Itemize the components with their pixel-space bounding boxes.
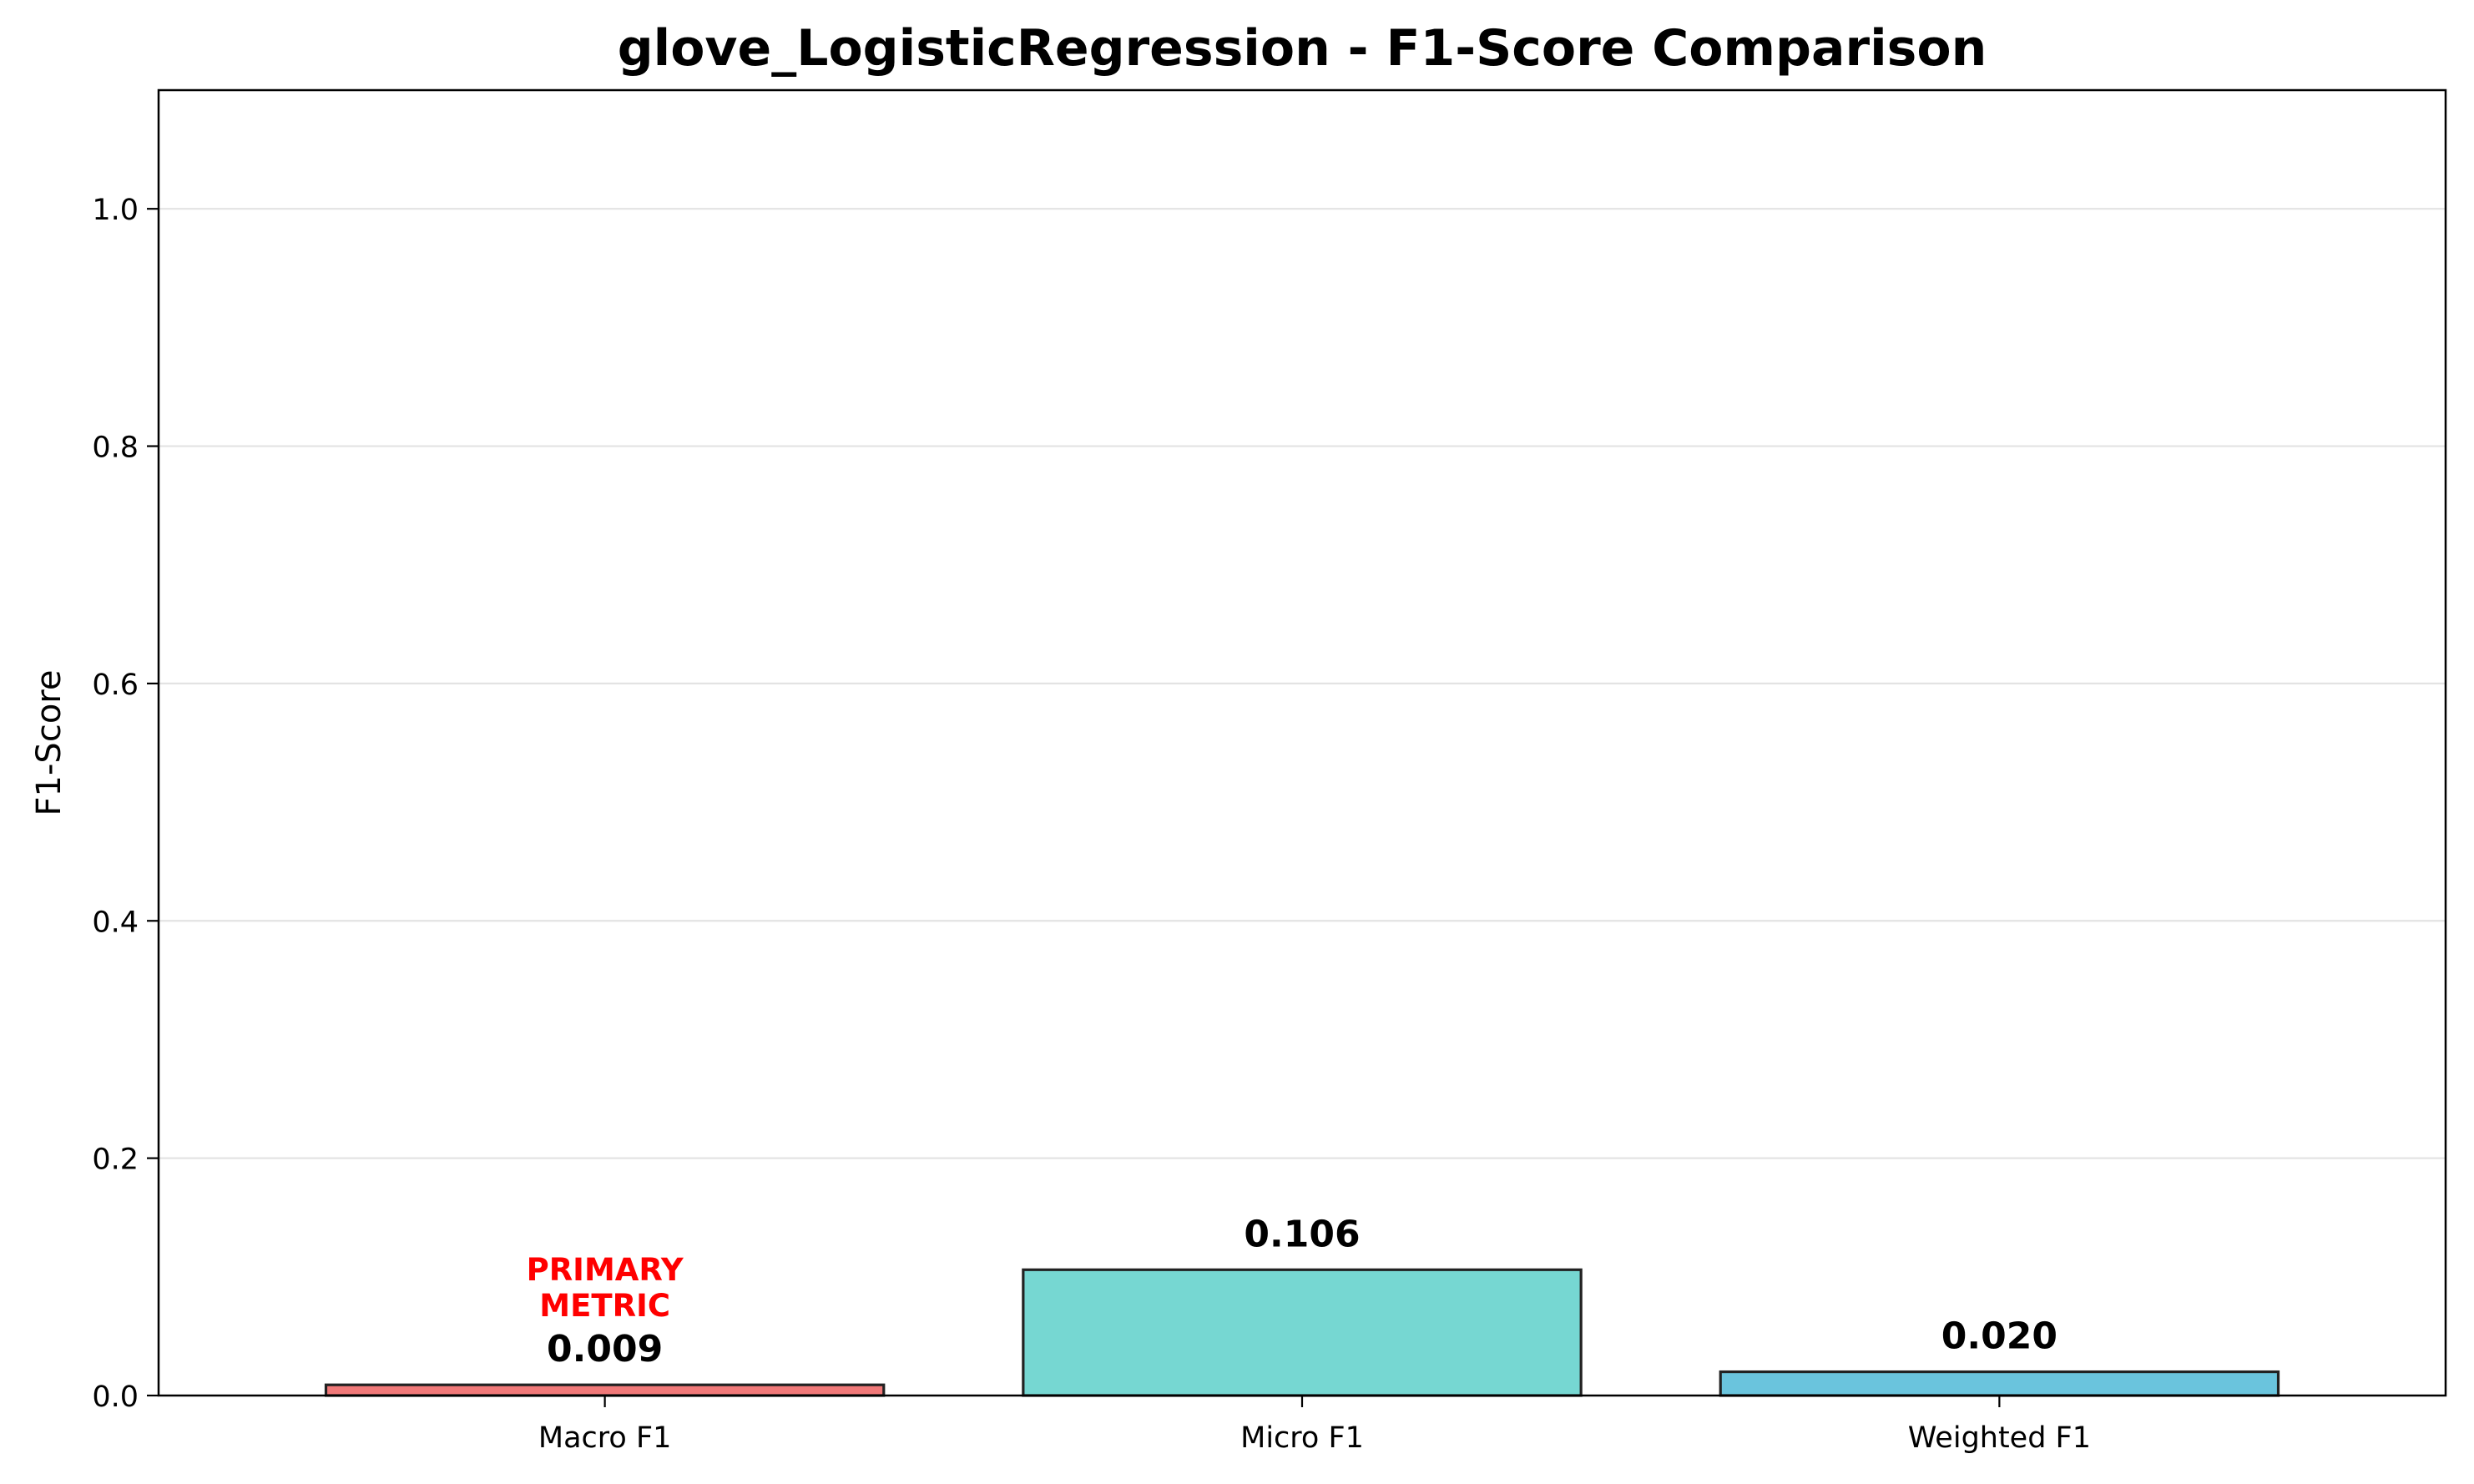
axes: 0.0 0.2 0.4 0.6 0.8 1.0 Macro F1 Micro F1 Weight…	[92, 194, 2091, 1455]
bar	[1022, 1268, 1583, 1397]
value-label: 0.009	[547, 1328, 663, 1370]
y-tick-label: 0.6	[92, 669, 139, 702]
y-tick-label: 0.4	[92, 906, 139, 939]
plot-frame	[157, 88, 2447, 1397]
y-tick-label: 0.0	[92, 1381, 139, 1414]
gridlines	[159, 208, 2446, 1159]
y-tick-label: 0.8	[92, 432, 139, 465]
annotation-text: METRIC	[539, 1288, 670, 1324]
chart-title: glove_LogisticRegression - F1-Score Comp…	[618, 19, 1987, 78]
x-tick-label: Micro F1	[1240, 1421, 1364, 1455]
annotation-text: PRIMARY	[527, 1252, 684, 1288]
x-tick-label: Macro F1	[538, 1421, 671, 1455]
y-axis-label: F1-Score	[30, 670, 68, 816]
bar	[1719, 1370, 2280, 1397]
y-tick-label: 1.0	[92, 194, 139, 227]
bars	[324, 1268, 2280, 1397]
value-label: 0.106	[1244, 1213, 1360, 1255]
x-tick-label: Weighted F1	[1908, 1421, 2091, 1455]
y-tick-label: 0.2	[92, 1143, 139, 1177]
value-label: 0.020	[1941, 1315, 2057, 1358]
bar	[324, 1383, 886, 1397]
